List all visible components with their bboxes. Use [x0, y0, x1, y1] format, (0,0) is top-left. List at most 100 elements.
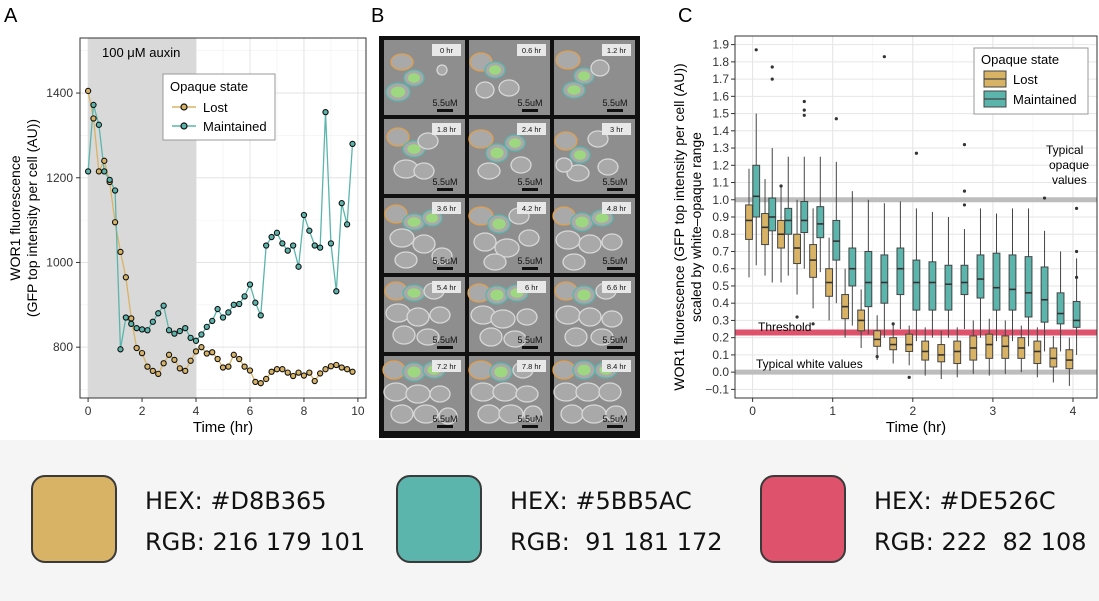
- data-point-lost: [149, 367, 156, 375]
- y-tick-label: 0.2: [712, 331, 729, 345]
- cell: [503, 330, 527, 348]
- scale-bar: [607, 346, 623, 349]
- panel-c: C Threshold Typical opaque values Typica…: [671, 5, 1098, 436]
- box-maintained: [1024, 256, 1033, 318]
- time-label-box: [602, 123, 631, 135]
- time-label-box: [517, 202, 546, 214]
- scale-bar: [437, 425, 453, 428]
- y-tick-label: 1.2: [712, 158, 729, 172]
- data-point-lost: [117, 248, 124, 256]
- data-point-lost: [198, 344, 205, 351]
- cell: [417, 132, 439, 150]
- outlier-maintained: [962, 143, 967, 147]
- cell: [597, 158, 619, 176]
- data-point-maintained: [268, 233, 275, 241]
- scale-label: 5.5uM: [517, 414, 542, 424]
- box-maintained: [960, 264, 969, 296]
- scale-label: 5.5uM: [432, 414, 457, 424]
- cell: [429, 306, 451, 324]
- cell: [483, 253, 507, 271]
- data-point-lost: [144, 363, 151, 370]
- time-label-box: [432, 123, 461, 135]
- scale-label: 5.5uM: [432, 177, 457, 187]
- data-point-lost: [122, 274, 130, 281]
- box-maintained: [976, 254, 985, 299]
- data-point-lost: [225, 363, 232, 370]
- panel-a-legend-title: Opaque state: [170, 79, 248, 94]
- scale-bar: [522, 109, 538, 112]
- y-tick-label: 800: [53, 340, 73, 354]
- cell: [382, 360, 406, 380]
- swatch-lost-hex: HEX: #D8B365: [145, 487, 327, 515]
- data-point-lost: [338, 364, 345, 371]
- x-tick-label: 6: [247, 404, 254, 418]
- cell: [553, 382, 579, 402]
- cell: [598, 382, 622, 402]
- data-point-lost: [209, 349, 216, 356]
- outlier-maintained: [834, 117, 838, 121]
- time-label-box: [517, 360, 546, 372]
- box-maintained: [912, 259, 921, 311]
- data-point-lost: [176, 365, 183, 372]
- data-point-maintained: [106, 176, 113, 184]
- outlier-lost: [795, 315, 799, 319]
- cell: [555, 157, 573, 173]
- color-swatch-row: HEX: #D8B365 RGB: 216 179 101 HEX: #5BB5…: [0, 440, 1099, 601]
- box-maintained: [1056, 292, 1065, 325]
- panel-a-legend: Opaque state Lost Maintained: [162, 73, 276, 141]
- panel-c-legend-lost: Lost: [1013, 72, 1038, 87]
- time-label-box: [517, 281, 546, 293]
- box-lost: [809, 244, 817, 278]
- box-maintained: [864, 250, 873, 308]
- scale-label: 5.5uM: [432, 335, 457, 345]
- y-tick-label: 1200: [46, 171, 73, 185]
- data-point-maintained: [84, 168, 92, 175]
- data-point-lost: [241, 363, 248, 370]
- cell: [429, 385, 451, 403]
- y-tick-label: 1.3: [712, 141, 729, 155]
- box-lost: [1033, 340, 1042, 365]
- cell: [518, 229, 540, 247]
- data-point-maintained: [138, 326, 146, 333]
- box-lost: [745, 204, 753, 240]
- data-point-maintained: [273, 229, 281, 236]
- data-point-lost: [349, 368, 356, 375]
- time-label-box: [602, 281, 631, 293]
- data-point-lost: [111, 219, 119, 226]
- data-point-lost: [268, 368, 275, 375]
- scale-bar: [607, 267, 623, 270]
- data-point-maintained: [111, 187, 119, 194]
- box-maintained: [944, 264, 953, 311]
- cell: [578, 234, 602, 254]
- box-lost: [1049, 347, 1058, 368]
- data-point-maintained: [333, 288, 340, 295]
- data-point-maintained: [117, 346, 124, 353]
- box-maintained: [848, 247, 857, 287]
- data-point-lost: [133, 344, 140, 352]
- scale-bar: [437, 267, 453, 270]
- box-maintained: [880, 254, 889, 304]
- cell: [384, 204, 408, 224]
- scale-bar: [607, 109, 623, 112]
- box-lost: [921, 340, 930, 361]
- swatch-maintained: [396, 475, 482, 563]
- x-tick-label: 0: [749, 404, 756, 418]
- x-tick-label: 8: [301, 404, 308, 418]
- gfp-signal: [390, 86, 406, 98]
- outlier-maintained: [914, 151, 919, 155]
- data-point-lost: [128, 315, 135, 322]
- cell: [578, 307, 602, 327]
- outlier-maintained: [770, 77, 774, 81]
- cell: [468, 129, 494, 149]
- box-lost: [1065, 349, 1074, 370]
- y-tick-label: 0.9: [712, 210, 729, 224]
- scale-label: 5.5uM: [602, 335, 627, 345]
- scale-bar: [522, 346, 538, 349]
- x-tick-label: 10: [351, 404, 365, 418]
- box-lost: [793, 233, 801, 265]
- time-label-box: [602, 44, 631, 56]
- time-label: 4.8 hr: [607, 204, 627, 213]
- cell: [590, 328, 614, 346]
- panel-c-outliers: [754, 48, 1079, 379]
